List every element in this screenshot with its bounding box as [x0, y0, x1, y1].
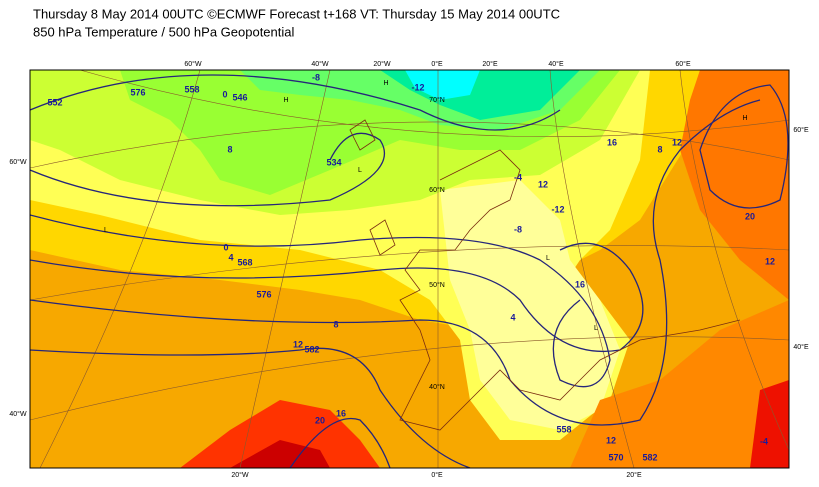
- contour-label: 558: [184, 84, 199, 94]
- contour-label: -12: [551, 204, 564, 214]
- contour-label: -8: [514, 224, 522, 234]
- coordinate-label: 60°N: [429, 186, 445, 194]
- contour-label: 20: [745, 211, 755, 221]
- contour-label: 4: [510, 312, 515, 322]
- subtitle: 850 hPa Temperature / 500 hPa Geopotenti…: [33, 24, 295, 39]
- contour-label: 16: [336, 408, 346, 418]
- contour-label: 552: [47, 97, 62, 107]
- map: [30, 70, 789, 468]
- contour-label: 576: [256, 289, 271, 299]
- pressure-center: L: [358, 167, 362, 174]
- coordinate-label: 60°W: [184, 60, 202, 68]
- coordinate-label: 70°N: [429, 96, 445, 104]
- coordinate-label: 60°W: [9, 158, 27, 166]
- coordinate-label: 40°W: [9, 410, 27, 418]
- pressure-center: L: [594, 325, 598, 332]
- contour-label: 582: [642, 452, 657, 462]
- contour-label: 0: [223, 242, 228, 252]
- coordinate-label: 50°N: [429, 281, 445, 289]
- coordinate-label: 0°E: [431, 60, 443, 68]
- coordinate-label: 60°E: [793, 126, 809, 134]
- contour-label: 16: [607, 137, 617, 147]
- contour-label: -8: [312, 72, 320, 82]
- contour-label: 8: [333, 319, 338, 329]
- coordinate-label: 40°N: [429, 383, 445, 391]
- contour-label: 570: [608, 452, 623, 462]
- title: Thursday 8 May 2014 00UTC ©ECMWF Forecas…: [33, 6, 560, 21]
- pressure-center: L: [546, 255, 550, 262]
- coordinate-label: 60°E: [675, 60, 691, 68]
- contour-label: -12: [411, 82, 424, 92]
- contour-label: 582: [304, 344, 319, 354]
- contour-label: 12: [765, 256, 775, 266]
- contour-label: 4: [228, 252, 233, 262]
- contour-label: 576: [130, 87, 145, 97]
- contour-label: -4: [760, 436, 768, 446]
- pressure-center: L: [104, 227, 108, 234]
- pressure-center: H: [283, 97, 288, 104]
- coordinate-label: 40°E: [793, 343, 809, 351]
- contour-label: 12: [293, 339, 303, 349]
- pressure-center: H: [742, 115, 747, 122]
- contour-label: 558: [556, 424, 571, 434]
- contour-label: 12: [672, 137, 682, 147]
- contour-label: 12: [538, 179, 548, 189]
- coordinate-label: 20°W: [231, 471, 249, 479]
- contour-label: 546: [232, 92, 247, 102]
- contour-label: 16: [575, 279, 585, 289]
- contour-label: 0: [222, 89, 227, 99]
- contour-label: 8: [657, 144, 662, 154]
- contour-label: 20: [315, 415, 325, 425]
- map-frame: [29, 69, 790, 469]
- coordinate-label: 0°E: [431, 471, 443, 479]
- coordinate-label: 20°E: [482, 60, 498, 68]
- coordinate-label: 20°W: [373, 60, 391, 68]
- coordinate-label: 20°E: [626, 471, 642, 479]
- contour-label: 568: [237, 257, 252, 267]
- contour-label: -4: [514, 172, 522, 182]
- pressure-center: H: [383, 80, 388, 87]
- coordinate-label: 40°W: [311, 60, 329, 68]
- coordinate-label: 40°E: [548, 60, 564, 68]
- contour-label: 8: [227, 144, 232, 154]
- contour-label: 534: [326, 157, 341, 167]
- contour-label: 12: [606, 435, 616, 445]
